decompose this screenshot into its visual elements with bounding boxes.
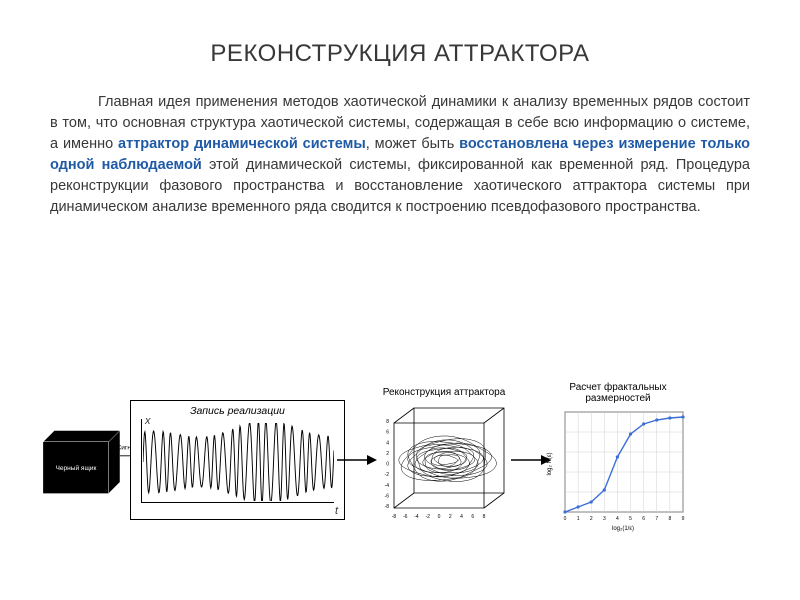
svg-text:-8: -8 bbox=[392, 514, 397, 520]
attractor-caption: Реконструкция аттрактора bbox=[369, 387, 519, 398]
arrow-2 bbox=[519, 453, 543, 467]
svg-text:6: 6 bbox=[471, 514, 474, 520]
svg-text:-6: -6 bbox=[385, 493, 390, 499]
panel-attractor: Реконструкция аттрактора -8-8 -6 -6 -4 -4 -2 -… bbox=[369, 387, 519, 533]
panel-blackbox: Черный ящик Сигнал bbox=[35, 423, 130, 498]
panel-fractal: Расчет фрактальных размерностей 0 1 2 3 4 5 6 7… bbox=[543, 382, 693, 539]
svg-text:-4: -4 bbox=[414, 514, 419, 520]
svg-text:2: 2 bbox=[449, 514, 452, 520]
fractal-ylabel: log₂ N(ε) bbox=[547, 452, 553, 475]
timeseries-xlabel: t bbox=[335, 505, 338, 517]
svg-text:9: 9 bbox=[682, 516, 685, 522]
fractal-xlabel: log₂(1/ε) bbox=[612, 526, 634, 532]
svg-text:8: 8 bbox=[668, 516, 671, 522]
svg-text:2: 2 bbox=[590, 516, 593, 522]
fractal-caption: Расчет фрактальных размерностей bbox=[543, 382, 693, 404]
blackbox-label: Черный ящик bbox=[55, 463, 96, 471]
svg-text:2: 2 bbox=[386, 451, 389, 457]
svg-text:5: 5 bbox=[629, 516, 632, 522]
svg-text:-6: -6 bbox=[403, 514, 408, 520]
para-mid1: , может быть bbox=[366, 136, 459, 152]
timeseries-caption: Запись реализации bbox=[131, 405, 344, 417]
para-em1: аттрактор динамической системы bbox=[118, 136, 366, 152]
svg-text:4: 4 bbox=[460, 514, 463, 520]
main-paragraph: Главная идея применения методов хаотичес… bbox=[50, 92, 750, 218]
svg-text:4: 4 bbox=[386, 440, 389, 446]
svg-text:8: 8 bbox=[483, 514, 486, 520]
signal-label: Сигнал bbox=[117, 444, 130, 451]
svg-text:8: 8 bbox=[386, 419, 389, 425]
page-title: РЕКОНСТРУКЦИЯ АТТРАКТОРА bbox=[50, 40, 750, 68]
svg-text:6: 6 bbox=[386, 430, 389, 436]
svg-text:-4: -4 bbox=[385, 483, 390, 489]
svg-text:4: 4 bbox=[616, 516, 619, 522]
arrow-1 bbox=[345, 453, 369, 467]
svg-text:-2: -2 bbox=[426, 514, 431, 520]
svg-text:0: 0 bbox=[386, 462, 389, 468]
svg-text:-8: -8 bbox=[385, 504, 390, 510]
svg-text:1: 1 bbox=[577, 516, 580, 522]
svg-text:7: 7 bbox=[655, 516, 658, 522]
svg-text:-2: -2 bbox=[385, 472, 390, 478]
svg-text:0: 0 bbox=[564, 516, 567, 522]
panel-timeseries: Запись реализации x t bbox=[130, 400, 345, 520]
figure-pipeline: Черный ящик Сигнал Запись реализации x t… bbox=[35, 380, 775, 540]
svg-text:3: 3 bbox=[603, 516, 606, 522]
svg-text:0: 0 bbox=[438, 514, 441, 520]
svg-text:6: 6 bbox=[642, 516, 645, 522]
